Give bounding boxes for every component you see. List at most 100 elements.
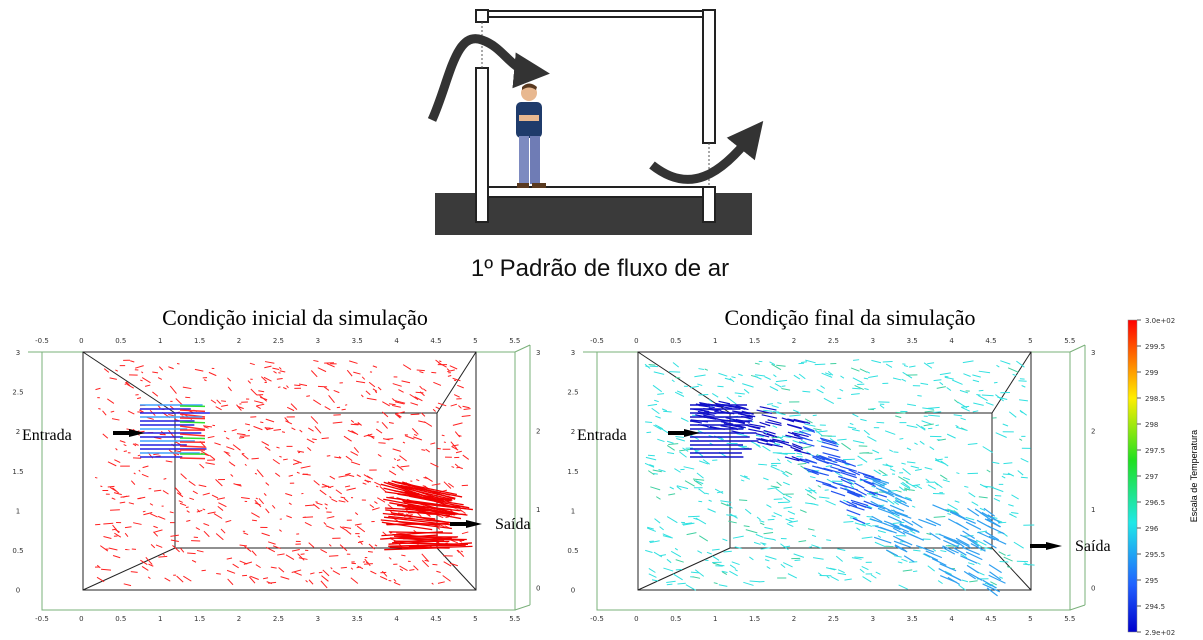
vector — [708, 509, 716, 513]
vector — [717, 386, 723, 387]
vector — [954, 415, 962, 416]
vector — [771, 486, 780, 488]
vector — [750, 581, 760, 582]
vector — [180, 422, 205, 423]
vector — [815, 430, 822, 436]
vector — [959, 585, 966, 590]
vector — [709, 500, 712, 501]
vector — [903, 477, 910, 479]
vector — [757, 517, 760, 520]
vector — [887, 499, 894, 504]
vector — [909, 366, 915, 367]
vector — [189, 498, 194, 500]
vector — [251, 513, 259, 518]
vector — [857, 465, 862, 466]
vector — [256, 404, 264, 406]
vector — [972, 502, 979, 506]
vector — [439, 361, 441, 362]
vector — [416, 479, 419, 480]
y-tick-label: 1 — [1091, 506, 1095, 514]
vector — [421, 450, 425, 451]
vector — [940, 382, 943, 385]
vector — [961, 407, 970, 411]
vector — [854, 483, 864, 488]
vector — [455, 464, 458, 467]
vector — [417, 370, 425, 371]
caption: 1º Padrão de fluxo de ar — [471, 255, 729, 282]
vector — [1022, 386, 1026, 388]
vector — [378, 454, 381, 456]
x-tick-label: 1.5 — [194, 337, 205, 345]
vector — [170, 367, 173, 368]
vector — [100, 546, 108, 551]
vector — [232, 430, 237, 431]
vector — [902, 379, 906, 381]
vector — [800, 510, 806, 513]
vector — [364, 475, 370, 479]
vector — [925, 411, 935, 412]
vector — [150, 514, 157, 517]
vector — [339, 476, 348, 478]
vector — [351, 420, 354, 422]
vector — [787, 524, 793, 527]
vector — [847, 515, 857, 518]
colorbar-label: 294.5 — [1145, 603, 1165, 611]
vector — [893, 378, 901, 380]
vector — [772, 364, 781, 369]
x-tick-label: 0 — [634, 337, 638, 345]
vector — [309, 543, 314, 548]
vector — [389, 557, 391, 559]
x-tick-label: -0.5 — [35, 337, 49, 345]
inlet-label: Entrada — [22, 427, 72, 444]
vector — [260, 396, 267, 402]
vector — [244, 533, 249, 535]
vector — [686, 585, 696, 591]
vector — [649, 574, 657, 578]
vector — [693, 577, 700, 579]
x-tick-label: 0 — [79, 337, 83, 345]
vector — [826, 540, 831, 541]
vector — [722, 539, 727, 541]
vector — [763, 410, 772, 411]
colorbar-label: 3.0e+02 — [1145, 317, 1175, 325]
vector — [650, 366, 658, 367]
vector — [158, 378, 162, 380]
vector — [1021, 477, 1028, 478]
vector — [349, 361, 357, 364]
vector — [180, 418, 205, 419]
figure: 1º Padrão de fluxo de ar Escala de Tempe… — [0, 0, 1203, 640]
vector — [98, 409, 100, 410]
vector — [1008, 505, 1013, 507]
vector — [907, 462, 915, 463]
vector — [817, 389, 824, 393]
vector — [403, 365, 411, 370]
vector — [676, 438, 685, 441]
x-tick-label: 0.5 — [670, 337, 681, 345]
vector — [838, 573, 846, 574]
vector — [120, 441, 125, 443]
vector — [346, 456, 352, 460]
vector — [913, 571, 917, 572]
vector — [824, 398, 834, 403]
vector — [738, 396, 741, 397]
x-tick-label: 4.5 — [430, 615, 441, 623]
vector — [342, 409, 346, 410]
vector — [788, 574, 797, 578]
vector — [876, 422, 884, 423]
vector — [657, 439, 664, 441]
vector — [705, 369, 708, 370]
vector — [772, 405, 779, 407]
vector — [1003, 424, 1008, 426]
vector — [130, 361, 134, 362]
vector — [868, 376, 878, 378]
vector — [199, 485, 207, 487]
x-tick-label: 3.5 — [907, 337, 918, 345]
vector — [142, 378, 150, 383]
vector — [675, 378, 680, 379]
vector — [973, 380, 979, 382]
vector — [961, 418, 966, 420]
vector — [860, 369, 867, 372]
vector — [914, 443, 917, 445]
vector — [674, 469, 680, 473]
vector — [934, 380, 942, 381]
